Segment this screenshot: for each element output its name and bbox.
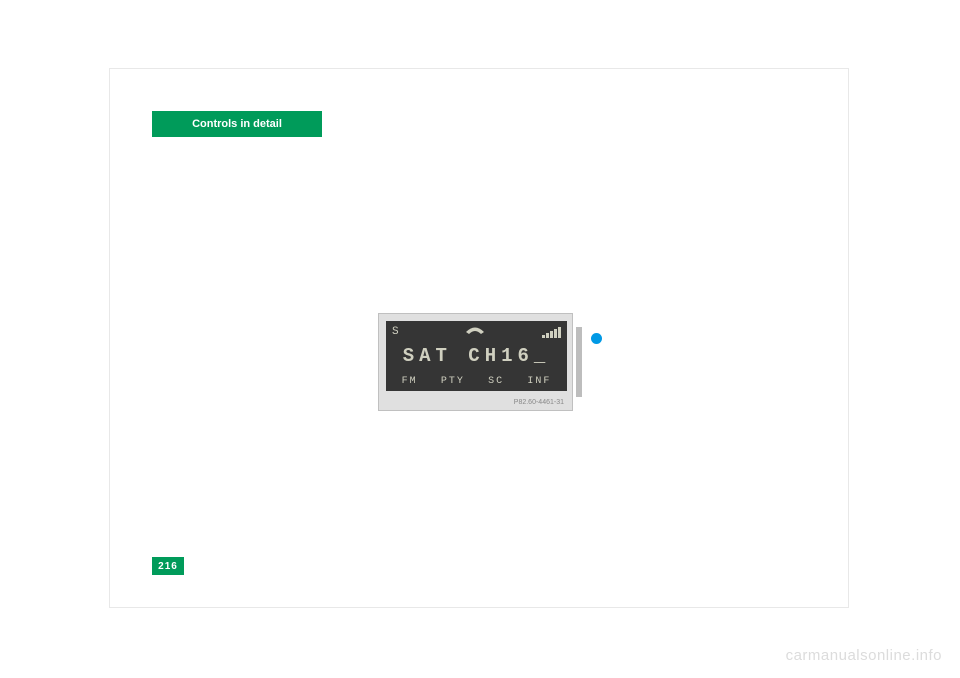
lcd-softkey-row: FM PTY SC INF: [386, 376, 567, 387]
signal-icon: [542, 327, 561, 338]
lcd-softkey: SC: [488, 376, 504, 387]
lcd-softkey: INF: [527, 376, 551, 387]
watermark-text: carmanualsonline.info: [786, 647, 942, 664]
section-title: Controls in detail: [192, 118, 282, 130]
section-header: Controls in detail: [152, 111, 322, 137]
lcd-softkey: PTY: [441, 376, 465, 387]
lcd-mode-indicator: S: [392, 326, 400, 338]
lcd-softkey: FM: [402, 376, 418, 387]
lcd-screen: S SAT CH16_ FM PTY SC: [386, 321, 567, 391]
content-marker-bar: [576, 327, 582, 397]
info-bullet-icon: [591, 333, 602, 344]
page-number-badge: 216: [152, 557, 184, 575]
figure-id-label: P82.60-4461-31: [514, 399, 564, 406]
lcd-status-row: S: [386, 325, 567, 341]
phone-icon: [464, 325, 486, 335]
lcd-main-text: SAT CH16_: [386, 345, 567, 367]
manual-page: Controls in detail S SAT CH16_: [109, 68, 849, 608]
page-number: 216: [158, 561, 178, 572]
lcd-figure: S SAT CH16_ FM PTY SC: [378, 313, 573, 411]
